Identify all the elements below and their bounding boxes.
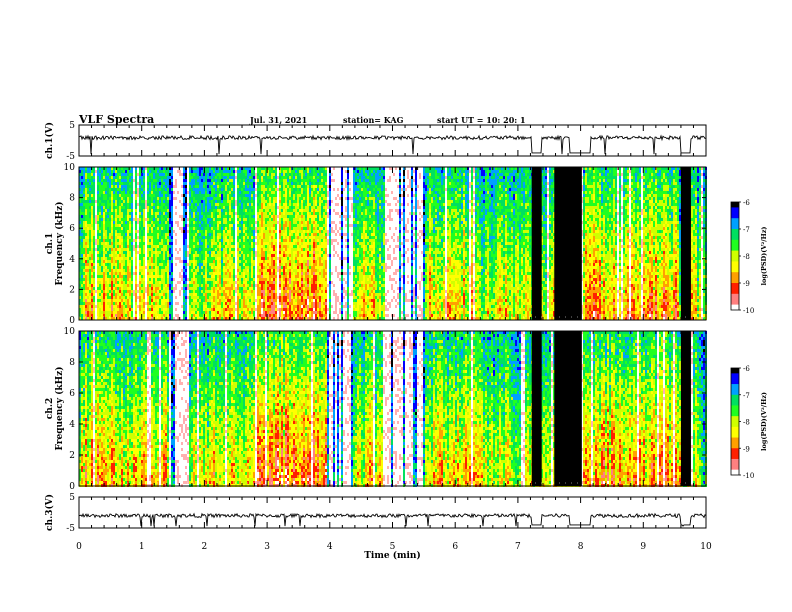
frequency-axis-label: Frequency (kHz) (54, 201, 65, 285)
panel-label: ch.3(V) (44, 494, 55, 531)
black-band-1 (554, 167, 582, 320)
ytick-label: 5 (69, 121, 75, 131)
ytick-label: 0 (69, 482, 75, 492)
colorbar-layer: -6 -7 -8 -9 -10 log(PSD)(V²/Hz) -6 -7 -8 -9 -10 log… (731, 199, 768, 480)
ytick-label: -5 (66, 152, 75, 162)
xtick-label: 3 (264, 542, 270, 552)
xtick-label: 7 (515, 542, 521, 552)
xtick-label: 1 (139, 542, 145, 552)
frequency-axis-label: Frequency (kHz) (54, 366, 65, 450)
station-label: station= KAG (343, 115, 404, 125)
x-axis-label: Time (min) (364, 550, 421, 561)
panel-ch-2: 0 2 4 6 8 10 ch.2Frequency (kHz) (45, 327, 707, 492)
ytick-label: 10 (64, 163, 76, 173)
black-band-1 (554, 331, 582, 486)
colorbar-tick-label: -6 (743, 365, 750, 373)
xtick-label: 2 (202, 542, 208, 552)
panel-ch-3-v-: 5 -5 ch.3(V) (44, 493, 706, 534)
ytick-label: 4 (69, 420, 75, 430)
colorbar-label: log(PSD)(V²/Hz) (760, 227, 768, 286)
ytick-label: 8 (69, 194, 75, 204)
chart-title: VLF Spectra (78, 113, 154, 126)
colorbar-tick-label: -10 (743, 472, 754, 480)
channel-label: ch.1 (45, 233, 55, 254)
spectrogram-image (79, 167, 707, 320)
xtick-label: 4 (327, 542, 333, 552)
black-band-2 (681, 331, 691, 486)
channel-label: ch.2 (45, 398, 55, 419)
panel-label: ch.2Frequency (kHz) (45, 366, 65, 450)
colorbar-tick-label: -9 (743, 280, 750, 288)
black-band-0 (532, 331, 542, 486)
ytick-label: 2 (69, 285, 75, 295)
xtick-label: 0 (76, 542, 82, 552)
colorbar-1: -6 -7 -8 -9 -10 log(PSD)(V²/Hz) (731, 199, 768, 315)
date-label: Jul. 31, 2021 (249, 115, 307, 125)
panel-ch-1: 0 2 4 6 8 10 ch.1Frequency (kHz) (45, 163, 707, 326)
ytick-label: 4 (69, 255, 75, 265)
colorbar-tick-label: -8 (743, 419, 750, 427)
colorbar-tick-label: -6 (743, 199, 750, 207)
black-band-2 (681, 167, 691, 320)
black-band-0 (532, 167, 542, 320)
colorbar-tick-label: -9 (743, 445, 750, 453)
figure-header: VLF Spectra Jul. 31, 2021 station= KAG s… (78, 113, 526, 126)
ytick-label: 6 (69, 389, 75, 399)
xtick-label: 10 (700, 542, 712, 552)
colorbar-label: log(PSD)(V²/Hz) (760, 392, 768, 451)
colorbar-2: -6 -7 -8 -9 -10 log(PSD)(V²/Hz) (731, 365, 768, 480)
ytick-label: 2 (69, 451, 75, 461)
ytick-label: 6 (69, 224, 75, 234)
ytick-label: 8 (69, 358, 75, 368)
spectrogram-image (79, 331, 707, 487)
panel-ch-1-v-: 5 -5 ch.1(V) (44, 121, 706, 162)
colorbar-tick-label: -7 (743, 392, 750, 400)
panel-label: ch.1Frequency (kHz) (45, 201, 65, 285)
ytick-label: 5 (69, 493, 75, 503)
colorbar-tick-label: -10 (743, 307, 754, 315)
ytick-label: 0 (69, 316, 75, 326)
ytick-label: 10 (64, 327, 76, 337)
panel-label: ch.1(V) (44, 122, 55, 159)
xtick-label: 8 (578, 542, 584, 552)
colorbar-tick-label: -8 (743, 253, 750, 261)
colorbar-tick-label: -7 (743, 226, 750, 234)
start-ut-label: start UT = 10: 20: 1 (437, 115, 526, 125)
ytick-label: -5 (66, 524, 75, 534)
xtick-label: 6 (452, 542, 458, 552)
xtick-label: 9 (640, 542, 646, 552)
